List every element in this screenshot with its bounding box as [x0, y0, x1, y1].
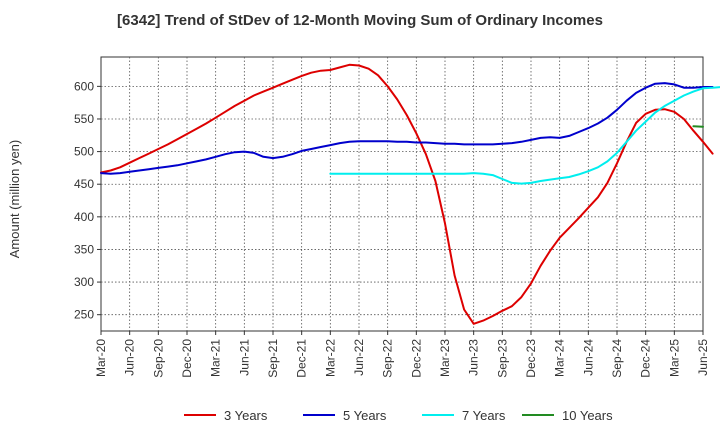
series-line-5-years — [100, 82, 714, 175]
y-tick-label: 500 — [74, 145, 94, 159]
y-tick-label: 450 — [74, 177, 94, 191]
x-tick-label: Dec-23 — [524, 339, 538, 378]
x-tick-label: Mar-25 — [667, 339, 681, 377]
y-tick-label: 300 — [74, 275, 94, 289]
y-tick-label: 600 — [74, 79, 94, 93]
y-tick-label: 400 — [74, 210, 94, 224]
series-line-7-years — [329, 86, 720, 185]
x-tick-label: Dec-24 — [639, 339, 653, 378]
x-tick-label: Sep-21 — [266, 339, 280, 378]
plot-area — [100, 56, 704, 332]
x-tick-label: Dec-20 — [180, 339, 194, 378]
x-tick-label: Jun-24 — [581, 339, 595, 376]
y-tick-label: 550 — [74, 112, 94, 126]
legend-label: 3 Years — [224, 408, 268, 423]
x-tick-label: Jun-23 — [467, 339, 481, 376]
x-tick-label: Mar-23 — [438, 339, 452, 377]
axes: Mar-20 Jun-20 Sep-20 Dec-20 Mar-21 Jun-21 Sep-… — [74, 79, 710, 377]
x-tick-label: Mar-20 — [94, 339, 108, 377]
x-tick-label: Dec-22 — [409, 339, 423, 378]
x-tick-label: Sep-23 — [495, 339, 509, 378]
y-tick-label: 350 — [74, 242, 94, 256]
series-line-3-years — [100, 63, 714, 325]
legend-label: 7 Years — [462, 408, 506, 423]
x-tick-label: Jun-20 — [123, 339, 137, 376]
x-tick-label: Mar-21 — [209, 339, 223, 377]
x-tick-label: Mar-24 — [553, 339, 567, 377]
series-lines — [100, 63, 720, 325]
legend: 3 Years 5 Years 7 Years 10 Years — [184, 408, 613, 423]
legend-label: 10 Years — [562, 408, 613, 423]
x-tick-label: Sep-20 — [151, 339, 165, 378]
x-tick-label: Sep-22 — [381, 339, 395, 378]
series-line-10-years — [692, 125, 704, 128]
x-tick-label: Sep-24 — [610, 339, 624, 378]
y-tick-label: 250 — [74, 308, 94, 322]
y-axis-title: Amount (million yen) — [7, 140, 22, 259]
chart-title: [6342] Trend of StDev of 12-Month Moving… — [117, 12, 603, 29]
x-tick-label: Dec-21 — [295, 339, 309, 378]
x-tick-label: Jun-21 — [237, 339, 251, 376]
x-tick-label: Jun-22 — [352, 339, 366, 376]
legend-label: 5 Years — [343, 408, 387, 423]
x-tick-label: Mar-22 — [323, 339, 337, 377]
grid-lines — [101, 57, 703, 331]
x-tick-label: Jun-25 — [696, 339, 710, 376]
